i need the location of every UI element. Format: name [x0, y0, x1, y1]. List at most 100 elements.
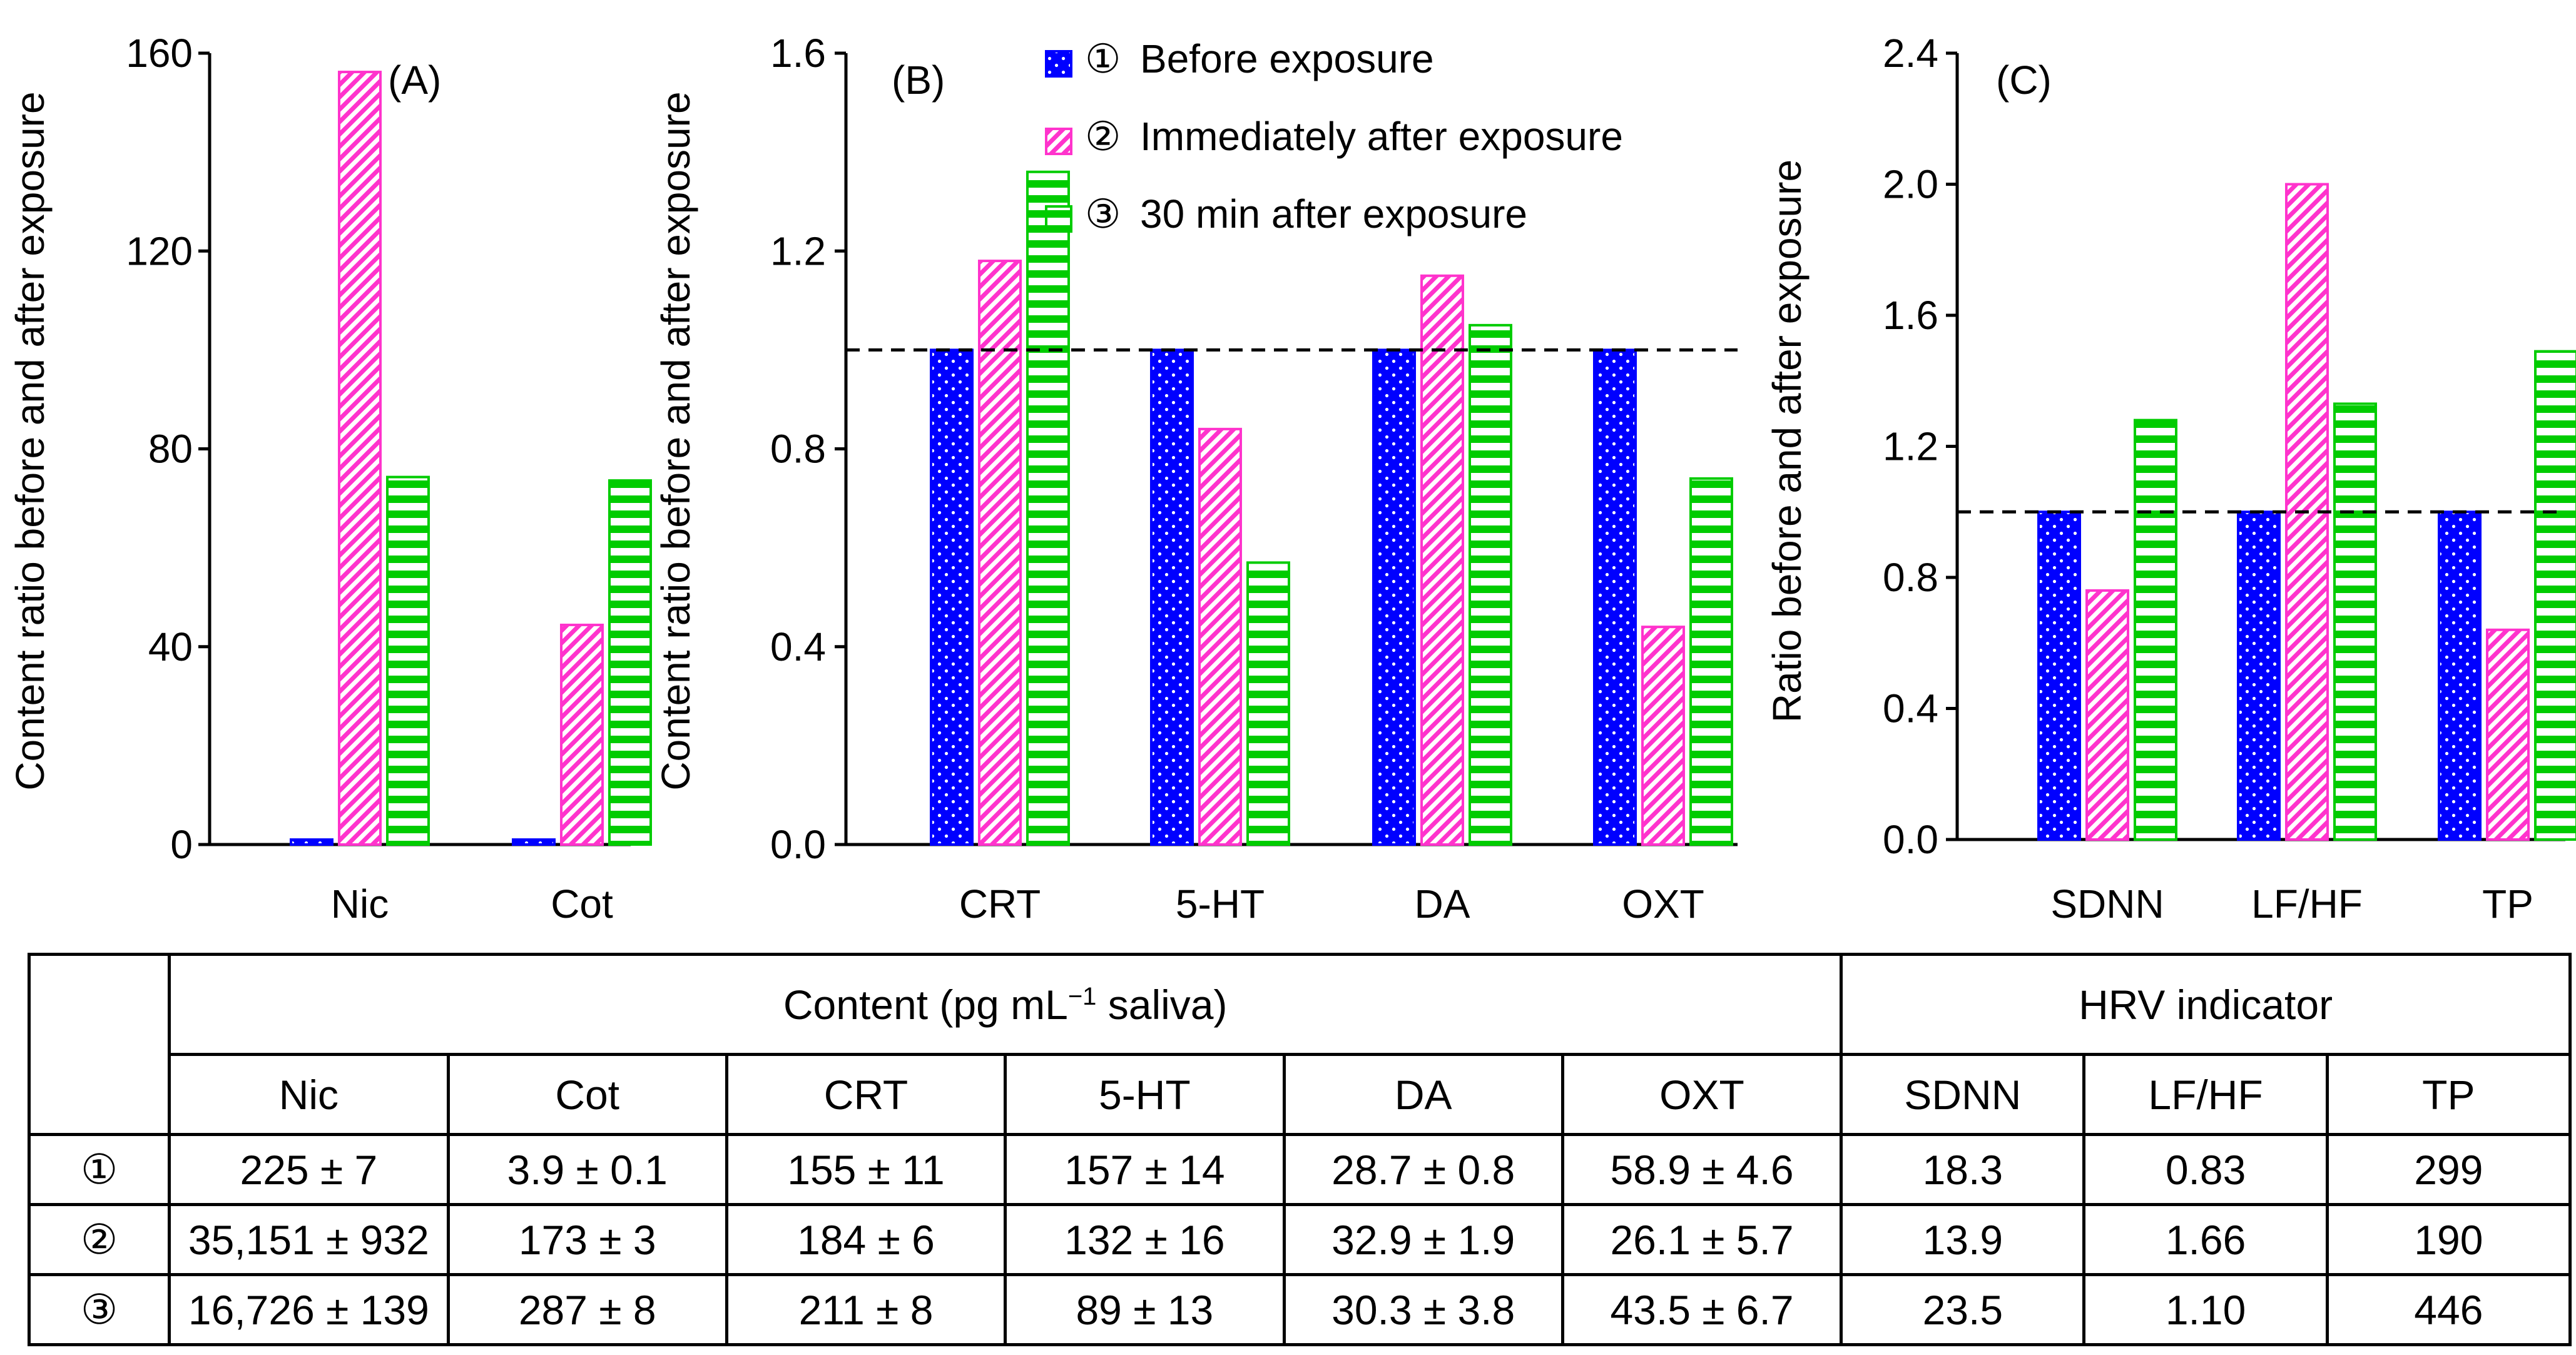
table-row: ② 35,151 ± 932 173 ± 3 184 ± 6 132 ± 16 …	[27, 1203, 2572, 1276]
table-header-row-1: Content (pg mL−1 saliva) HRV indicator	[27, 953, 2572, 1136]
table-cell: 1.10	[2082, 1273, 2329, 1346]
y-tick-label: 1.2	[1883, 424, 1938, 469]
bar	[978, 260, 1022, 846]
legend-swatch	[1045, 205, 1072, 233]
bar	[2534, 350, 2576, 841]
legend-label: 30 min after exposure	[1140, 191, 1527, 236]
y-tick-label: 1.6	[1883, 293, 1938, 338]
row-label: ③	[27, 1273, 171, 1346]
legend-marker: ③	[1085, 191, 1121, 236]
row-label: ②	[27, 1203, 171, 1276]
bar	[1246, 561, 1290, 846]
table-cell: 13.9	[1840, 1203, 2086, 1276]
bar	[1198, 427, 1242, 846]
bar	[2333, 402, 2377, 841]
legend-swatch	[1045, 128, 1072, 155]
table-cell: 225 ± 7	[168, 1133, 450, 1206]
table-cell: 287 ± 8	[446, 1273, 728, 1346]
bar	[1026, 170, 1070, 846]
table-cell: 58.9 ± 4.6	[1560, 1133, 1843, 1206]
content-header: Content (pg mL−1 saliva)	[168, 953, 1843, 1056]
y-tick-label: 1.6	[770, 31, 826, 76]
y-tick-label: 160	[126, 31, 193, 76]
table-cell: 1.66	[2082, 1203, 2329, 1276]
legend-marker: ②	[1085, 114, 1121, 159]
table-cell: 184 ± 6	[725, 1203, 1007, 1276]
x-tick-label: DA	[1415, 881, 1470, 926]
column-header: LF/HF	[2082, 1053, 2329, 1136]
table-cell: 16,726 ± 139	[168, 1273, 450, 1346]
bar	[386, 475, 430, 846]
legend-label: Before exposure	[1140, 36, 1434, 81]
hrv-header: HRV indicator	[1840, 953, 2572, 1056]
y-tick-label: 1.2	[770, 228, 826, 273]
legend-label: Immediately after exposure	[1140, 114, 1623, 159]
y-tick-label: 0.0	[1883, 817, 1938, 862]
table-cell: 155 ± 11	[725, 1133, 1007, 1206]
y-tick-label: 0	[170, 822, 193, 867]
data-table: Content (pg mL−1 saliva) HRV indicator N…	[27, 953, 2572, 1346]
table-cell: 43.5 ± 6.7	[1560, 1273, 1843, 1346]
table-cell: 18.3	[1840, 1133, 2086, 1206]
table-cell: 173 ± 3	[446, 1203, 728, 1276]
column-header: OXT	[1560, 1053, 1843, 1136]
x-tick-label: Cot	[551, 881, 613, 926]
y-tick-label: 80	[148, 427, 193, 472]
column-header: SDNN	[1840, 1053, 2086, 1136]
column-header: Nic	[168, 1053, 450, 1136]
column-header: CRT	[725, 1053, 1007, 1136]
bar	[2438, 510, 2482, 841]
y-tick-label: 0.0	[770, 822, 826, 867]
x-tick-label: OXT	[1622, 881, 1704, 926]
table-cell: 26.1 ± 5.7	[1560, 1203, 1843, 1276]
chart-legend: ① Before exposure ② Immediately after expos…	[1045, 36, 1623, 236]
column-header: 5-HT	[1004, 1053, 1286, 1136]
bar	[560, 623, 604, 846]
table-row: ③ 16,726 ± 139 287 ± 8 211 ± 8 89 ± 13 3…	[27, 1273, 2572, 1346]
column-header: TP	[2325, 1053, 2572, 1136]
table-cell: 28.7 ± 0.8	[1282, 1133, 1564, 1206]
table-cell: 3.9 ± 0.1	[446, 1133, 728, 1206]
bar	[2085, 589, 2129, 841]
panel-label: (A)	[388, 58, 441, 103]
legend-marker: ①	[1085, 36, 1121, 81]
y-tick-label: 40	[148, 624, 193, 669]
legend-swatch	[1045, 50, 1072, 78]
y-tick-label: 0.4	[1883, 686, 1938, 731]
y-tick-label: 2.4	[1883, 31, 1938, 76]
table-cell: 0.83	[2082, 1133, 2329, 1206]
column-header: Cot	[446, 1053, 728, 1136]
x-tick-label: 5-HT	[1176, 881, 1265, 926]
bar	[290, 838, 333, 846]
column-header: DA	[1282, 1053, 1564, 1136]
bar-charts-figure: 0 40 80 120 160 Content ratio before and afte…	[8, 31, 2576, 926]
table-cell: 299	[2325, 1133, 2572, 1206]
table-cell: 446	[2325, 1273, 2572, 1346]
panel-label: (B)	[892, 58, 945, 103]
table-cell: 30.3 ± 3.8	[1282, 1273, 1564, 1346]
table-cell: 211 ± 8	[725, 1273, 1007, 1346]
y-axis-label: Ratio before and after exposure	[1764, 160, 1810, 723]
bar	[2134, 419, 2177, 841]
table-cell: 190	[2325, 1203, 2572, 1276]
y-tick-label: 0.8	[770, 427, 826, 472]
table-corner-cell	[27, 953, 171, 1136]
y-tick-label: 0.8	[1883, 555, 1938, 600]
bar	[1150, 348, 1194, 846]
table-cell: 132 ± 16	[1004, 1203, 1286, 1276]
y-tick-label: 0.4	[770, 624, 826, 669]
y-axis-label: Content ratio before and after exposure	[8, 91, 53, 790]
y-tick-label: 2.0	[1883, 162, 1938, 207]
bar	[930, 348, 974, 846]
bar	[1689, 477, 1733, 846]
table-cell: 23.5	[1840, 1273, 2086, 1346]
y-axis-label: Content ratio before and after exposure	[653, 91, 698, 790]
bar	[338, 71, 382, 846]
table-header-row-2: Nic Cot CRT 5-HT DA OXT SDNN LF/HF TP	[29, 1053, 2572, 1136]
x-tick-label: SDNN	[2050, 881, 2164, 926]
x-tick-label: TP	[2482, 881, 2533, 926]
table-cell: 32.9 ± 1.9	[1282, 1203, 1564, 1276]
panel-label: (C)	[1996, 58, 2052, 103]
x-tick-label: Nic	[331, 881, 389, 926]
x-tick-label: LF/HF	[2251, 881, 2363, 926]
